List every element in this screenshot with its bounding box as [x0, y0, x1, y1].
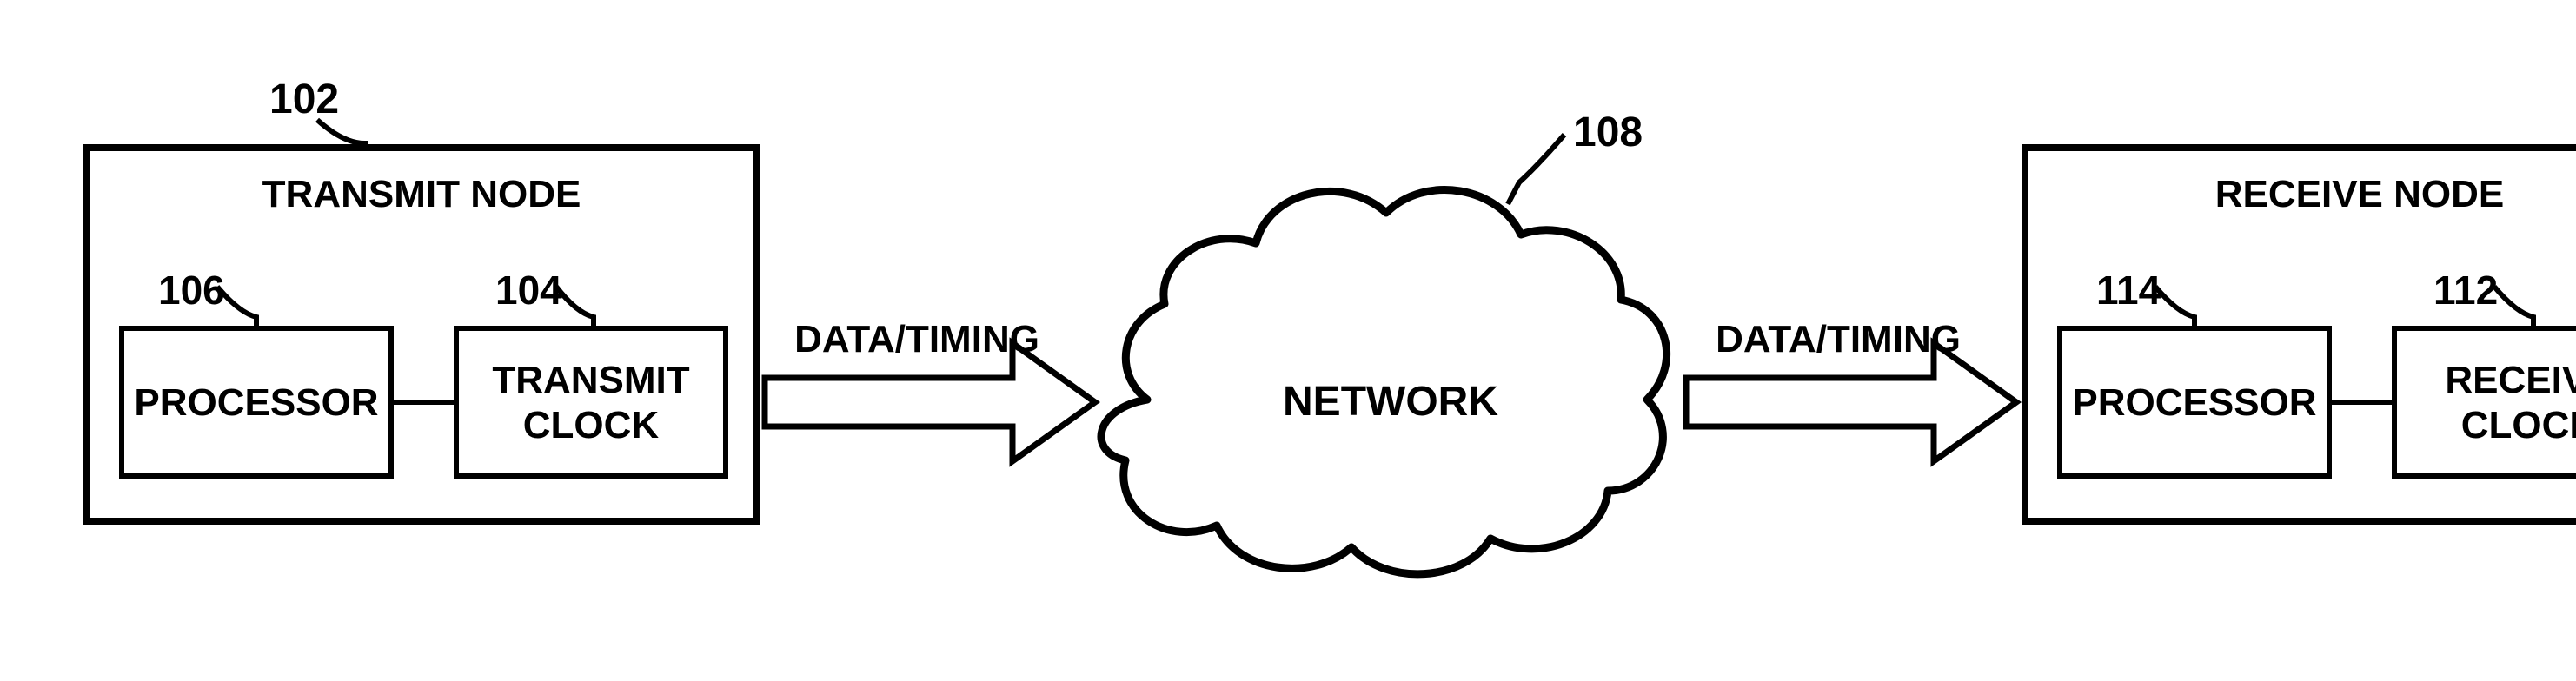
- ref-104: 104: [495, 268, 562, 313]
- callout-114: [2155, 287, 2194, 328]
- callout-112: [2494, 287, 2533, 328]
- transmit-clock-label1: TRANSMIT: [492, 359, 689, 401]
- receive-node: 110 RECEIVE NODE PROCESSOR 114 RECEIVE C…: [2025, 94, 2576, 521]
- receive-clock-label1: RECEIVE: [2445, 359, 2576, 401]
- receive-node-title: RECEIVE NODE: [2215, 173, 2505, 215]
- arrow-right: DATA/TIMING: [1686, 318, 2016, 461]
- transmit-processor: PROCESSOR 106: [122, 268, 391, 476]
- transmit-clock: TRANSMIT CLOCK 104: [456, 268, 726, 476]
- transmit-clock-label2: CLOCK: [523, 404, 660, 446]
- diagram-root: 102 TRANSMIT NODE PROCESSOR 106 TRANSMIT…: [0, 0, 2576, 681]
- callout-108: [1508, 135, 1564, 204]
- receive-clock: RECEIVE CLOCK 112: [2394, 268, 2576, 476]
- transmit-node-title: TRANSMIT NODE: [262, 173, 581, 215]
- network-label: NETWORK: [1283, 379, 1498, 425]
- ref-102: 102: [269, 76, 339, 122]
- network-cloud: NETWORK 108: [1101, 109, 1667, 574]
- receive-processor: PROCESSOR 114: [2060, 268, 2329, 476]
- receive-clock-label2: CLOCK: [2461, 404, 2576, 446]
- ref-108: 108: [1573, 109, 1643, 155]
- receive-processor-label: PROCESSOR: [2072, 381, 2316, 424]
- ref-106: 106: [158, 268, 225, 313]
- ref-112: 112: [2433, 268, 2498, 313]
- arrow-left: DATA/TIMING: [765, 318, 1095, 461]
- arrow-right-label: DATA/TIMING: [1716, 318, 1961, 360]
- transmit-node: 102 TRANSMIT NODE PROCESSOR 106 TRANSMIT…: [87, 76, 756, 521]
- transmit-processor-label: PROCESSOR: [134, 381, 378, 424]
- arrow-left-label: DATA/TIMING: [794, 318, 1039, 360]
- ref-114: 114: [2096, 268, 2161, 313]
